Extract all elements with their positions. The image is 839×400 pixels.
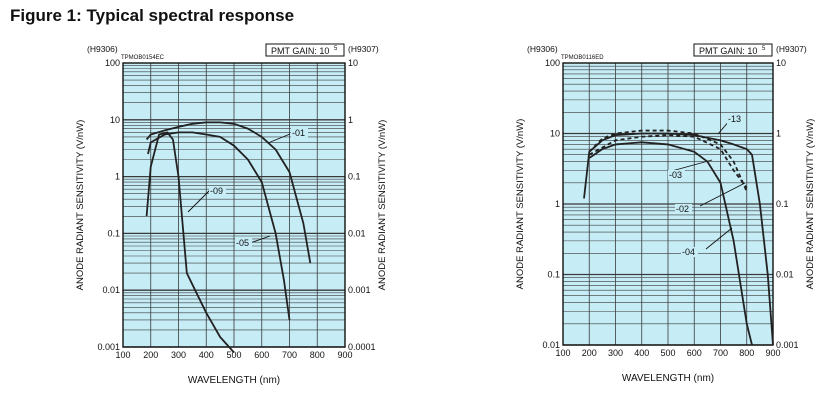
series-label: -01 [292,128,305,138]
right-header-label: (H9307) [348,44,379,54]
y-tick-label-left: 10 [110,115,120,125]
y-tick-label-right: 0.01 [776,270,794,280]
y-tick-label-right: 1 [776,129,781,139]
series-leader-line [705,227,733,250]
chart-code-label: TPMOB0154EC [121,55,165,61]
y-axis-title-right: ANODE RADIANT SENSITIVITY (V/nW) [377,120,388,291]
y-tick-label-right: 0.1 [776,199,789,209]
series-label-bg [209,186,226,196]
series-line-01 [145,121,312,264]
series-leader-line [187,189,211,213]
y-axis-title-left: ANODE RADIANT SENSITIVITY (V/nW) [75,120,86,291]
x-tick-label: 300 [171,350,186,360]
x-tick-label: 800 [739,348,754,358]
x-tick-label: 200 [582,348,597,358]
series-label: -13 [728,114,741,124]
series-label: -04 [682,247,695,257]
y-axis-title-left: ANODE RADIANT SENSITIVITY (V/nW) [515,119,526,290]
series-leader-line [267,133,291,144]
x-tick-label: 100 [115,350,130,360]
series-line-04 [588,141,753,346]
series-label-bg [675,204,692,214]
gain-label: PMT GAIN: 10 [699,46,757,56]
chart-2: 100 200 300 400 500 600 700 800 9000.010.1110100… [515,43,816,384]
series-line-13 [583,132,774,346]
x-axis-title: WAVELENGTH (nm) [188,375,280,386]
x-tick-label: 500 [660,348,675,358]
y-tick-label-left: 0.01 [542,340,560,350]
figure-title: Figure 1: Typical spectral response [10,6,295,25]
y-tick-label-right: 0.001 [776,340,799,350]
x-tick-label: 400 [634,348,649,358]
series-leader-line [249,235,271,244]
series-label-bg [668,170,685,180]
y-tick-label-left: 10 [550,129,560,139]
plot-frame [122,62,346,348]
y-tick-label-left: 1 [555,199,560,209]
x-tick-label: 200 [143,350,158,360]
y-tick-label-left: 0.001 [97,342,120,352]
y-tick-label-left: 100 [545,58,560,68]
plot-frame [562,62,774,346]
series-line-09 [145,131,235,354]
x-tick-label: 900 [765,348,780,358]
y-tick-label-right: 0.001 [348,285,371,295]
x-tick-label: 900 [337,350,352,360]
series-label: -03 [669,170,682,180]
gain-box [693,43,773,57]
y-tick-label-right: 10 [776,58,786,68]
left-header-label: (H9306) [87,44,118,54]
x-tick-label: 100 [555,348,570,358]
x-tick-label: 600 [687,348,702,358]
left-header-label: (H9306) [527,44,558,54]
y-tick-label-right: 0.1 [348,172,361,182]
y-tick-label-right: 0.01 [348,228,366,238]
x-tick-label: 500 [226,350,241,360]
series-label: -02 [676,204,689,214]
x-tick-label: 700 [282,350,297,360]
gain-exponent: 5 [762,46,766,52]
series-label: -09 [210,186,223,196]
y-axis-title-right: ANODE RADIANT SENSITIVITY (V/nW) [805,119,816,290]
y-tick-label-right: 1 [348,115,353,125]
gain-exponent: 5 [334,46,338,52]
y-tick-label-left: 0.1 [107,228,120,238]
y-tick-label-left: 100 [105,58,120,68]
gain-label: PMT GAIN: 10 [271,46,329,56]
x-tick-label: 300 [608,348,623,358]
y-tick-label-right: 10 [348,58,358,68]
gain-box [265,43,345,57]
series-label-bg [727,114,744,124]
series-label-bg [291,128,308,138]
x-tick-label: 600 [254,350,269,360]
series-label: -05 [236,238,249,248]
y-tick-label-right: 0.0001 [348,342,376,352]
chart-1: 100 200 300 400 500 600 700 800 900 0.001 0.01 0.1 1… [75,43,388,386]
right-header-label: (H9307) [776,44,807,54]
x-axis-title: WAVELENGTH (nm) [622,373,714,384]
x-tick-label: 800 [310,350,325,360]
chart-code-label: TPMOB0116ED [561,55,604,61]
y-tick-label-left: 0.01 [102,285,120,295]
series-line-05 [147,131,291,321]
y-tick-label-left: 0.1 [547,270,560,280]
series-line-02 [588,129,748,192]
series-label-bg [235,238,252,248]
series-label-bg [681,247,698,257]
x-tick-label: 700 [713,348,728,358]
y-tick-label-left: 1 [115,172,120,182]
x-tick-label: 400 [199,350,214,360]
